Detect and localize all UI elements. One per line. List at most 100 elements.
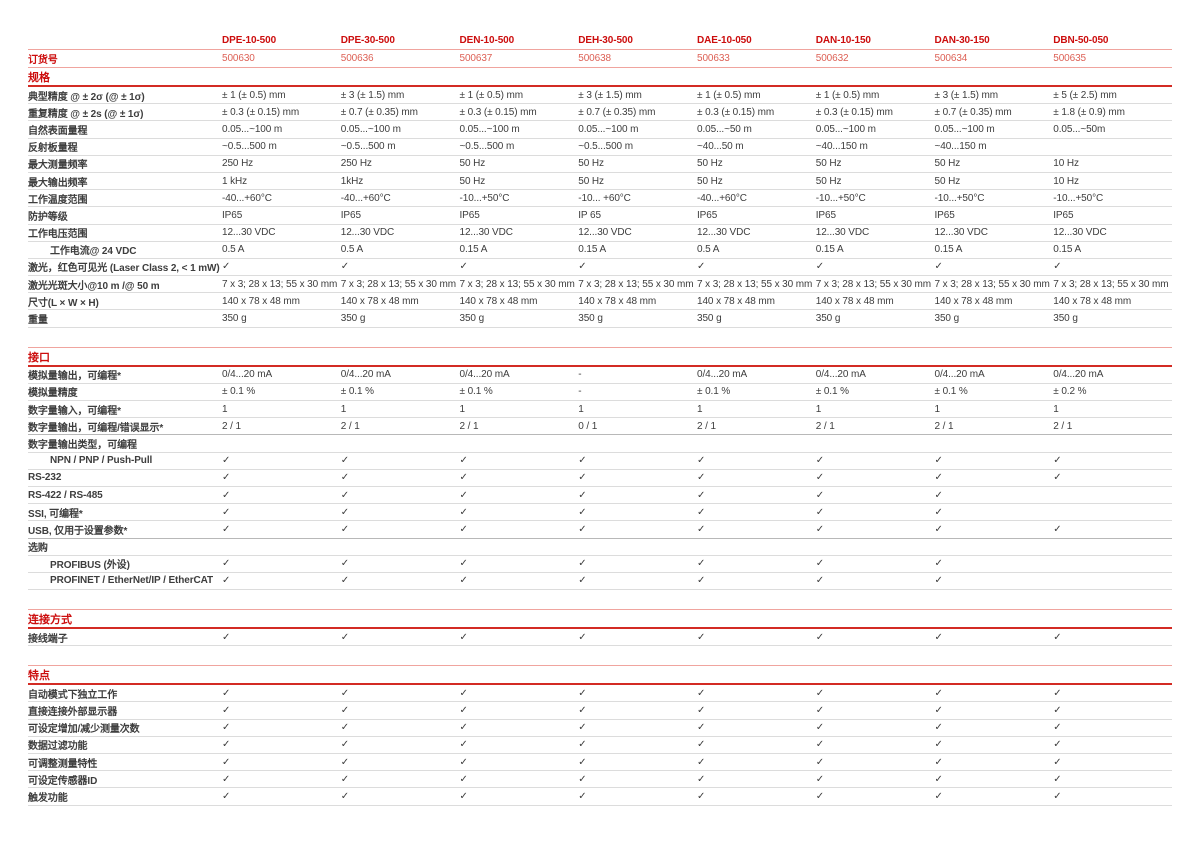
check-mark: ✓ [1053, 523, 1062, 535]
row-label: 可设定增加/减少测量次数 [28, 724, 140, 736]
row-label: 自动模式下独立工作 [28, 689, 118, 701]
check-mark: ✓ [222, 506, 231, 518]
value-cell: 50 Hz [815, 158, 842, 170]
value-cell: IP65 [1053, 209, 1074, 221]
check-mark: ✓ [578, 631, 587, 643]
check-mark: ✓ [697, 790, 706, 802]
value-cell: 0.05...~100 m [934, 123, 995, 135]
row-label: 数字量输出类型，可编程 [28, 439, 137, 451]
value-cell: ~0.5...500 m [340, 141, 396, 153]
section-title: 特点 [28, 670, 50, 683]
value-cell: ~40...50 m [697, 141, 744, 153]
product-column-header: DPE-10-500 [222, 35, 277, 46]
value-cell: IP65 [934, 209, 955, 221]
value-cell: 350 g [459, 313, 485, 325]
value-cell: ± 5 (± 2.5) mm [1053, 89, 1117, 101]
value-cell: IP 65 [578, 209, 601, 221]
check-mark: ✓ [340, 455, 350, 467]
value-cell: 50 Hz [459, 175, 486, 187]
value-cell: 1 [578, 403, 584, 415]
check-mark: ✓ [1053, 722, 1062, 734]
value-cell: ± 0.7 (± 0.35) mm [340, 106, 418, 118]
value-cell: 50 Hz [697, 158, 723, 170]
check-mark: ✓ [459, 455, 468, 467]
value-cell: ~0.5...500 m [222, 141, 277, 153]
spec-row: RS-232 ✓ ✓ ✓ ✓ ✓ ✓ ✓ ✓ [28, 470, 1172, 487]
value-cell: ~0.5...500 m [459, 141, 515, 153]
value-cell: 350 g [697, 313, 722, 325]
spec-row: 数据过滤功能 ✓ ✓ ✓ ✓ ✓ ✓ ✓ ✓ [28, 737, 1172, 754]
value-cell: -40...+60°C [697, 192, 747, 204]
spec-row: 重量 350 g 350 g 350 g 350 g 350 g 350 g 350 g 350… [28, 310, 1172, 328]
check-mark: ✓ [815, 558, 825, 570]
check-mark: ✓ [222, 631, 231, 643]
row-label: 接线端子 [28, 633, 68, 645]
check-mark: ✓ [934, 739, 943, 751]
spec-row: 最大输出频率 1 kHz 1kHz 50 Hz 50 Hz 50 Hz 50 Hz 50 Hz… [28, 173, 1172, 191]
check-mark: ✓ [815, 575, 825, 587]
check-mark: ✓ [815, 489, 825, 501]
row-label: USB, 仅用于设置参数* [28, 525, 128, 537]
check-mark: ✓ [578, 722, 587, 734]
check-mark: ✓ [340, 739, 350, 751]
value-cell: 1 [697, 403, 703, 415]
value-cell: ± 0.7 (± 0.35) mm [578, 106, 656, 118]
value-cell: 50 Hz [578, 158, 604, 170]
value-cell: 10 Hz [1053, 175, 1079, 187]
check-mark: ✓ [340, 722, 350, 734]
check-mark: ✓ [222, 739, 231, 751]
spec-row: 数字量输出，可编程/错误显示* 2 / 1 2 / 1 2 / 1 0 / 1 2 / 1… [28, 418, 1172, 436]
value-cell: 0.5 A [697, 244, 720, 256]
value-cell: 7 x 3; 28 x 13; 55 x 30 mm [222, 278, 338, 290]
check-mark: ✓ [815, 523, 825, 535]
spec-row: 选购 [28, 537, 1172, 556]
value-cell: ± 1 (± 0.5) mm [815, 89, 880, 101]
value-cell: 2 / 1 [222, 420, 241, 432]
section-title: 接口 [28, 351, 50, 364]
check-mark: ✓ [578, 261, 587, 273]
value-cell: 140 x 78 x 48 mm [459, 295, 538, 307]
value-cell: 350 g [340, 313, 366, 325]
value-cell: 0/4...20 mA [222, 369, 273, 381]
check-mark: ✓ [459, 489, 468, 501]
value-cell: 0.05...~50 m [697, 123, 752, 135]
value-cell: ± 3 (± 1.5) mm [578, 89, 642, 101]
value-cell: 0/4...20 mA [934, 369, 985, 381]
value-cell: 140 x 78 x 48 mm [934, 295, 1013, 307]
value-cell: 7 x 3; 28 x 13; 55 x 30 mm [697, 278, 813, 290]
value-cell: 140 x 78 x 48 mm [578, 295, 657, 307]
value-cell: 12...30 VDC [815, 227, 870, 239]
check-mark: ✓ [578, 705, 587, 717]
value-cell: 50 Hz [459, 158, 486, 170]
value-cell: 250 Hz [222, 158, 254, 170]
value-cell: 7 x 3; 28 x 13; 55 x 30 mm [934, 278, 1050, 290]
value-cell: 350 g [815, 313, 841, 325]
check-mark: ✓ [222, 790, 231, 802]
order-number-row: 订货号 500630 500636 500637 500638 500633 500632 5… [28, 50, 1172, 68]
order-number: 500637 [459, 53, 493, 64]
value-cell: -10...+50°C [815, 192, 866, 204]
check-mark: ✓ [222, 261, 231, 273]
check-mark: ✓ [934, 773, 943, 785]
row-label: 触发功能 [28, 792, 68, 804]
check-mark: ✓ [934, 722, 943, 734]
spec-row: 自然表面量程 0.05...~100 m 0.05...~100 m 0.05...~… [28, 121, 1172, 139]
spec-row: 激光，红色可见光 (Laser Class 2, < 1 mW) ✓ ✓ ✓ ✓ ✓ ✓ ✓ ✓ [28, 259, 1172, 277]
check-mark: ✓ [222, 687, 231, 699]
value-cell: IP65 [222, 209, 243, 221]
value-cell: 7 x 3; 28 x 13; 55 x 30 mm [459, 278, 575, 290]
spec-row: 模拟量输出，可编程* 0/4...20 mA 0/4...20 mA 0/4...20… [28, 367, 1172, 384]
value-cell: -10...+50°C [934, 192, 985, 204]
spec-row: SSI, 可编程* ✓ ✓ ✓ ✓ ✓ ✓ ✓ [28, 504, 1172, 522]
check-mark: ✓ [934, 261, 943, 273]
check-mark: ✓ [815, 261, 825, 273]
section-4: 特点 自动模式下独立工作 ✓ ✓ ✓ ✓ ✓ ✓ ✓ ✓ 直接连接外部显示器 ✓ ✓ ✓ ✓ ✓ ✓ ✓ ✓ 可设定增… [28, 665, 1172, 806]
spec-row: 模拟量精度 ± 0.1 % ± 0.1 % ± 0.1 % - ± 0.1 % ± 0.1 … [28, 384, 1172, 401]
value-cell: 1 [222, 403, 228, 415]
spec-row: 重复精度 @ ± 2s (@ ± 1σ) ± 0.3 (± 0.15) mm ± 0… [28, 104, 1172, 122]
spec-row: 防护等级 IP65 IP65 IP65 IP 65 IP65 IP65 IP65 IP65 [28, 207, 1172, 225]
check-mark: ✓ [340, 687, 350, 699]
spec-row: 触发功能 ✓ ✓ ✓ ✓ ✓ ✓ ✓ ✓ [28, 788, 1172, 806]
value-cell: 7 x 3; 28 x 13; 55 x 30 mm [1053, 278, 1169, 290]
spec-row: USB, 仅用于设置参数* ✓ ✓ ✓ ✓ ✓ ✓ ✓ ✓ [28, 521, 1172, 539]
